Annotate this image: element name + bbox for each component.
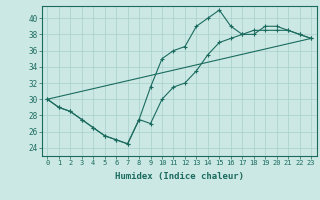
X-axis label: Humidex (Indice chaleur): Humidex (Indice chaleur): [115, 172, 244, 181]
